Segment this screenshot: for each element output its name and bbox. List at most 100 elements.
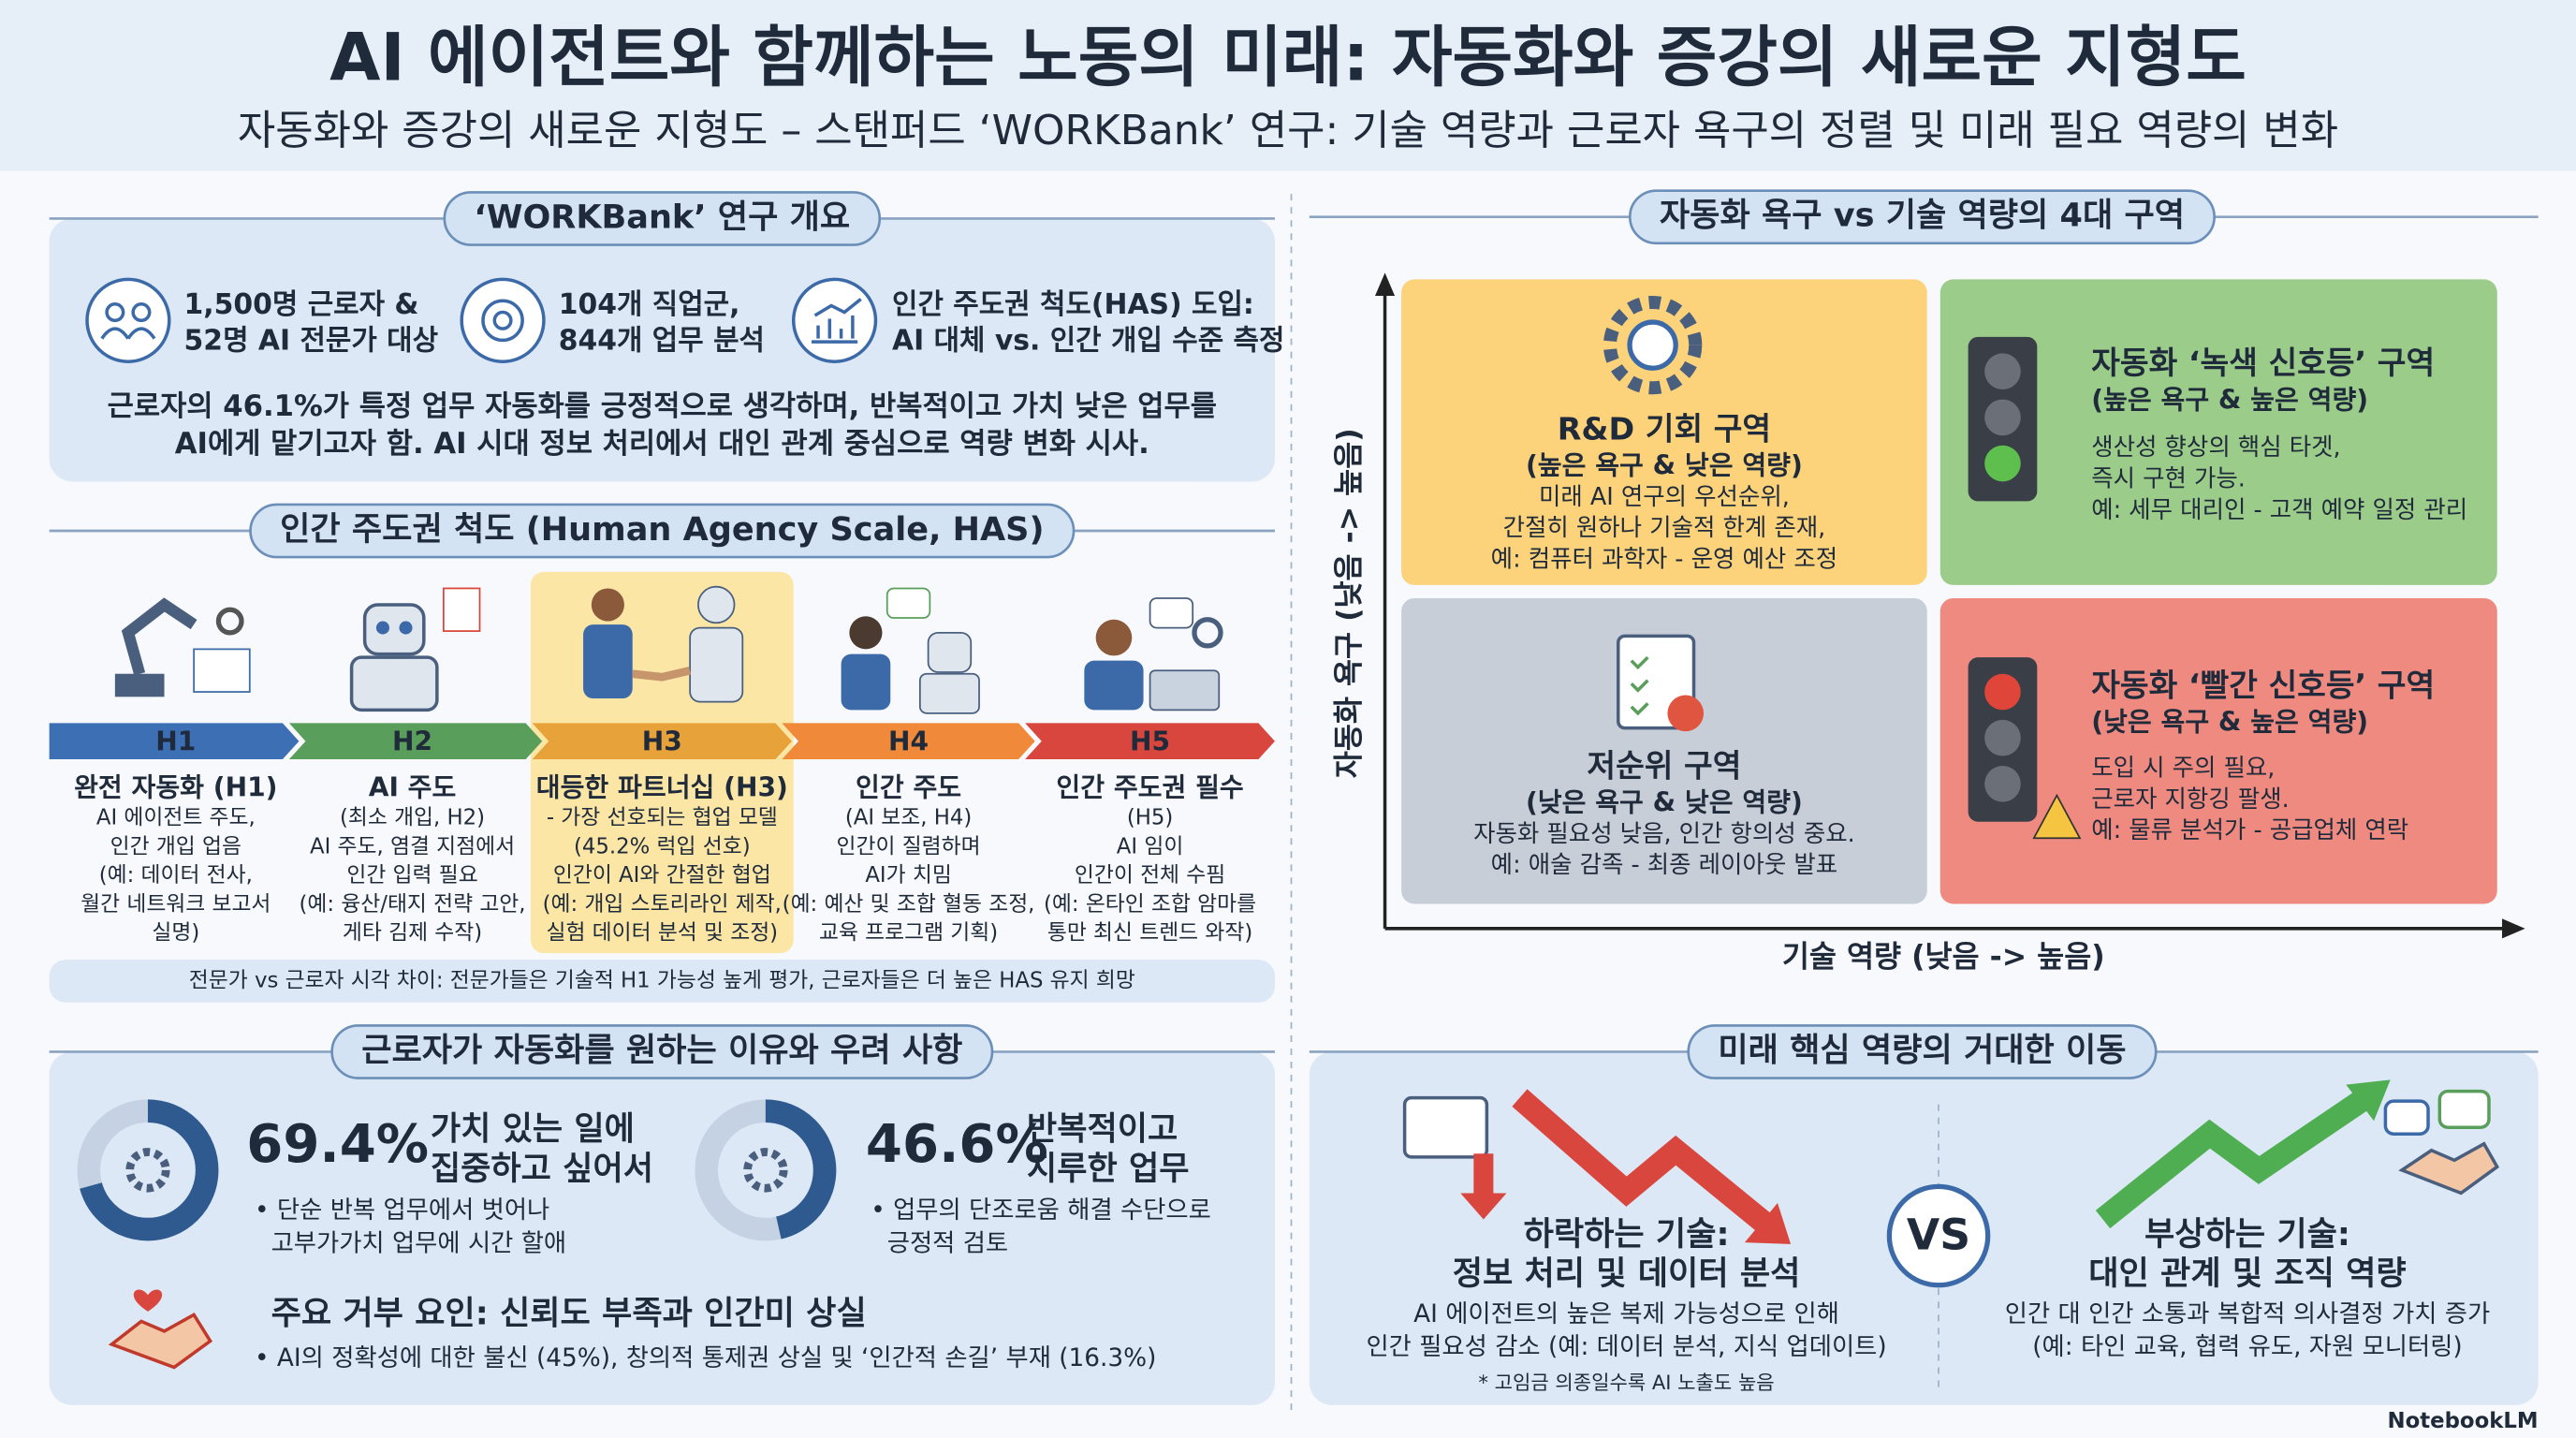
skill-line: AI 에이전트의 높은 복제 가능성으로 인해: [1413, 1300, 1839, 1328]
decoration: [1627, 319, 1678, 371]
decoration: [1149, 597, 1194, 629]
overview-summary: AI에게 맡기고자 함. AI 시대 정보 처리에서 대인 관계 중심으로 역량…: [175, 427, 1149, 461]
overview-item: 인간 주도권 척도(HAS) 도입:: [892, 288, 1254, 321]
decoration: [1984, 353, 2021, 390]
decoration: [743, 1148, 788, 1193]
zone-line: 즉시 구현 가능.: [2091, 465, 2246, 493]
zone-low: [1401, 597, 1927, 904]
has-line: 실험 데이터 분석 및 조정): [547, 921, 779, 946]
decoration: [1984, 399, 2021, 436]
section-heading: ‘WORKBank’ 연구 개요: [474, 198, 850, 236]
page-title: AI 에이전트와 함께하는 노동의 미래: 자동화와 증강의 새로운 지형도: [329, 20, 2247, 96]
decoration: [1603, 295, 1703, 395]
zone-subtitle: (낮은 욕구 & 높은 역량): [2091, 706, 2368, 737]
decoration: [583, 624, 633, 699]
section-heading: 미래 핵심 역량의 거대한 이동: [1718, 1031, 2126, 1069]
note-bar: [49, 960, 1275, 1003]
decoration: [1402, 1095, 1489, 1159]
decoration: [442, 587, 481, 632]
decoration: [362, 603, 426, 656]
has-note: 전문가 vs 근로자 시각 차이: 전문가들은 기술적 H1 가능성 높게 평가…: [189, 968, 1135, 992]
stat-title: 지루한 업무: [1027, 1150, 1190, 1188]
stat-title: 반복적이고: [1027, 1110, 1178, 1149]
skill-title: 정보 처리 및 데이터 분석: [1453, 1255, 1801, 1293]
section-heading: 인간 주도권 척도 (Human Agency Scale, HAS): [280, 510, 1044, 549]
decoration: [1630, 655, 1649, 716]
overview-item: 1,500명 근로자 &: [184, 288, 419, 321]
decoration: [1984, 445, 2021, 482]
decoration: [782, 723, 1035, 760]
has-line: 인간이 전체 수핌: [1075, 863, 1225, 888]
decoration: [918, 672, 980, 714]
decoration: [1192, 617, 1223, 649]
decoration: [121, 597, 198, 676]
decoration: [632, 666, 692, 682]
overview-icons: [85, 277, 878, 363]
decoration: [886, 587, 931, 619]
has-title: 인간 주도권 필수: [1056, 772, 1243, 803]
zone-line: 근로자 지항깅 팔생.: [2091, 785, 2289, 814]
skill-line: 인간 대 인간 소통과 복합적 의사결정 가치 증가: [2005, 1300, 2490, 1328]
decoration: [460, 277, 546, 363]
overview-item: AI 대체 vs. 인간 개입 수준 측정: [892, 325, 1284, 358]
reasons-box: [49, 1051, 1275, 1405]
zone-subtitle: (낮은 욕구 & 낮은 역량): [1526, 786, 1803, 817]
stat-title: 가치 있는 일에: [431, 1110, 635, 1149]
has-line: AI 에이전트 주도,: [96, 806, 256, 830]
stat-title: 집중하고 싶어서: [431, 1150, 653, 1188]
zone-red: [1939, 597, 2497, 904]
decoration: [77, 1099, 219, 1241]
has-line: - 가장 선호되는 협업 모델: [547, 806, 778, 830]
decoration: [841, 653, 891, 711]
has-line: AI 주도, 염결 지점에서: [310, 834, 515, 858]
has-line: 게타 김제 수작): [343, 921, 482, 946]
has-chevrons: [49, 723, 1275, 760]
decoration: [2032, 793, 2082, 840]
section-heading: 근로자가 자동화를 원하는 이유와 우려 사항: [361, 1031, 962, 1069]
decoration: [1667, 695, 1705, 732]
decoration: [1886, 1183, 1991, 1288]
zone-line: 예: 물류 분석가 - 공급업체 연락: [2091, 816, 2408, 844]
has-line: (예: 개입 스토리라인 제작,: [543, 892, 782, 917]
decoration: [100, 327, 156, 340]
decoration: [85, 277, 171, 363]
decoration: [2383, 1099, 2430, 1137]
has-code: H4: [888, 726, 929, 756]
has-line: AI가 치밈: [865, 863, 951, 888]
skill-title: 대인 관계 및 조직 역량: [2088, 1255, 2406, 1293]
zone-line: 미래 AI 연구의 우선순위,: [1539, 483, 1790, 511]
header-band: [0, 0, 2576, 171]
decoration: [114, 673, 165, 697]
heading-pill: [1687, 1024, 2158, 1079]
zone-title: 자동화 ‘녹색 신호등’ 구역: [2091, 345, 2435, 381]
has-line: (AI 보조, H4): [845, 806, 972, 830]
zone-subtitle: (높은 욕구 & 낮은 역량): [1526, 450, 1803, 481]
has-line: (예: 융산/태지 전략 고안,: [300, 892, 526, 917]
has-title: 대등한 파트너십 (H3): [536, 772, 788, 803]
has-line: 실명): [152, 921, 199, 946]
reasons-icons: [77, 1099, 837, 1370]
decoration: [399, 621, 413, 635]
heading-pill: [249, 503, 1076, 559]
decoration: [215, 607, 244, 636]
decoration: [1744, 1202, 1792, 1244]
decoration: [2346, 1079, 2391, 1122]
decoration: [108, 1312, 213, 1370]
zone-rd: [1401, 279, 1927, 585]
vs-label: VS: [1907, 1210, 1970, 1259]
zone-title: 자동화 ‘빨간 신호등’ 구역: [2091, 667, 2435, 703]
decoration: [105, 301, 125, 323]
has-line: (예: 온타인 조합 암마를: [1044, 892, 1256, 917]
decoration: [1984, 766, 2021, 802]
future-icons: [1402, 1079, 2500, 1389]
decoration: [927, 631, 973, 673]
stat-percent: 46.6%: [866, 1114, 1048, 1175]
overview-item: 104개 직업군,: [559, 288, 740, 321]
refusal-text: • AI의 정확성에 대한 불신 (45%), 창의적 통제권 상실 및 ‘인간…: [255, 1344, 1156, 1372]
decoration: [49, 723, 300, 760]
footnote: * 고임금 의종일수록 AI 노출도 높음: [1478, 1371, 1774, 1394]
decoration: [1984, 673, 2021, 711]
zone-line: 예: 세무 대리인 - 고객 예약 일정 관리: [2091, 496, 2467, 524]
